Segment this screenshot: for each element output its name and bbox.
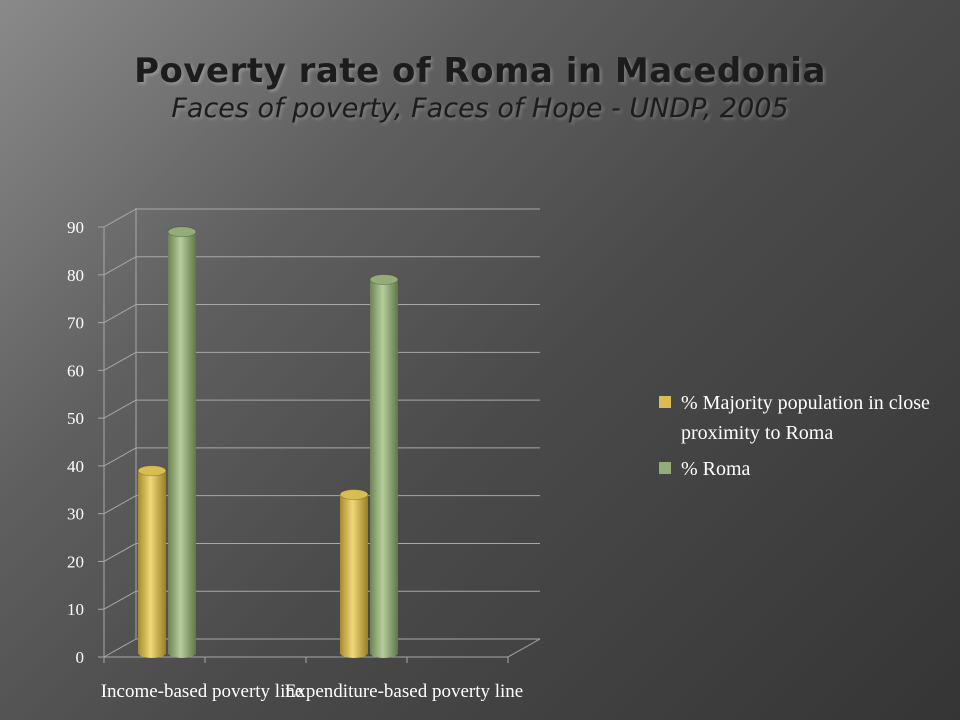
legend-entry-line: % Roma bbox=[681, 458, 751, 480]
legend-swatch bbox=[659, 396, 671, 408]
legend-entry: % Roma bbox=[681, 458, 751, 480]
gridline-side bbox=[103, 399, 137, 419]
y-tick-label: 40 bbox=[67, 457, 84, 476]
bar bbox=[369, 274, 399, 658]
y-tick-label: 10 bbox=[67, 600, 84, 619]
gridline-side bbox=[103, 495, 137, 515]
bar-top bbox=[369, 274, 399, 285]
bar-body bbox=[340, 494, 368, 658]
gridline-side bbox=[103, 638, 137, 658]
gridline-side bbox=[103, 351, 137, 371]
gridline-side bbox=[103, 590, 137, 610]
bars-layer bbox=[137, 226, 399, 658]
y-tick-label: 30 bbox=[67, 505, 84, 524]
chart-subtitle: Faces of poverty, Faces of Hope - UNDP, … bbox=[171, 93, 789, 124]
bar-top bbox=[339, 489, 369, 500]
bar bbox=[137, 465, 167, 658]
legend: % Majority population in close proximity … bbox=[659, 392, 930, 480]
grid-layer bbox=[103, 208, 540, 658]
legend-entry-line: proximity to Roma bbox=[681, 422, 833, 444]
gridline-side bbox=[103, 543, 137, 562]
y-tick-label: 70 bbox=[67, 314, 84, 333]
y-tick-label: 20 bbox=[67, 552, 84, 571]
chart-title: Poverty rate of Roma in Macedonia bbox=[134, 51, 826, 91]
slide-title: Poverty rate of Roma in Macedonia Faces … bbox=[0, 50, 960, 126]
bar-body bbox=[138, 470, 166, 658]
bar bbox=[167, 226, 197, 658]
x-category-label: Income-based poverty line bbox=[101, 681, 304, 702]
gridline-side bbox=[103, 304, 137, 323]
y-tick-label: 50 bbox=[67, 409, 84, 428]
gridline-side bbox=[103, 208, 137, 228]
y-tick-label: 60 bbox=[67, 361, 84, 380]
x-category-label: Expenditure-based poverty line bbox=[285, 681, 523, 702]
gridline-side bbox=[103, 447, 137, 467]
y-tick-label: 80 bbox=[67, 266, 84, 285]
x-axis-side bbox=[507, 638, 541, 658]
bar-body bbox=[168, 231, 196, 658]
bar bbox=[339, 489, 369, 658]
labels-layer: 0 10 20 30 40 50 60 70 80 90 Income-based poverty … bbox=[67, 218, 523, 702]
y-tick-label: 0 bbox=[76, 648, 85, 667]
gridline-side bbox=[103, 256, 137, 276]
axis-layer bbox=[98, 226, 541, 663]
bar-top bbox=[167, 226, 197, 238]
bar-top bbox=[137, 465, 167, 477]
y-tick-label: 90 bbox=[67, 218, 84, 237]
legend-entry: % Majority population in close proximity … bbox=[681, 392, 930, 444]
legend-swatch bbox=[659, 462, 671, 474]
bar-body bbox=[370, 279, 398, 658]
legend-entry-line: % Majority population in close bbox=[681, 392, 930, 414]
